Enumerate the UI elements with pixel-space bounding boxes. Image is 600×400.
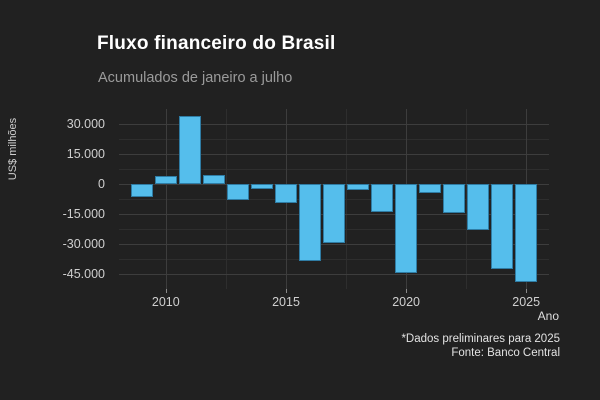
bar-2020 bbox=[395, 184, 417, 273]
x-tick-label: 2020 bbox=[392, 295, 420, 309]
bar-2025 bbox=[515, 184, 537, 282]
bar-2011 bbox=[179, 116, 201, 184]
bar-2013 bbox=[227, 184, 249, 201]
y-tick-label: -45.000 bbox=[62, 267, 105, 281]
chart-caption: *Dados preliminares para 2025 Fonte: Ban… bbox=[401, 333, 560, 360]
bar-2021 bbox=[419, 184, 441, 193]
bar-2018 bbox=[347, 184, 369, 191]
bar-2010 bbox=[155, 175, 177, 184]
gridline-x-minor bbox=[225, 109, 227, 289]
y-tick-label: -15.000 bbox=[62, 207, 105, 221]
y-axis-title: US$ milhões bbox=[7, 117, 19, 181]
gridline-x-major bbox=[165, 109, 167, 289]
y-tick-label: 0 bbox=[98, 177, 105, 191]
bar-2022 bbox=[443, 184, 465, 213]
gridline-y-major bbox=[119, 154, 549, 155]
x-tick-label: 2025 bbox=[512, 295, 541, 309]
x-axis-title: Ano bbox=[537, 309, 559, 323]
x-tick-mark bbox=[526, 289, 528, 293]
caption-line-preliminary: *Dados preliminares para 2025 bbox=[401, 333, 560, 345]
caption-line-source: Fonte: Banco Central bbox=[451, 346, 560, 359]
y-tick-label: 30.000 bbox=[66, 117, 105, 131]
bar-2017 bbox=[323, 184, 345, 243]
bar-2015 bbox=[275, 184, 297, 203]
y-tick-label: 15.000 bbox=[66, 147, 105, 161]
bar-2024 bbox=[491, 184, 513, 270]
x-tick-label: 2015 bbox=[272, 295, 300, 309]
gridline-y-minor bbox=[119, 169, 549, 170]
gridline-y-major bbox=[119, 124, 549, 125]
bar-2014 bbox=[251, 184, 273, 189]
gridline-x-minor bbox=[466, 109, 468, 289]
x-tick-mark bbox=[286, 289, 287, 293]
bar-2019 bbox=[371, 184, 393, 212]
y-tick-label: -30.000 bbox=[62, 237, 105, 251]
chart-subtitle: Acumulados de janeiro a julho bbox=[98, 70, 293, 86]
bar-2023 bbox=[467, 184, 489, 231]
chart-title: Fluxo financeiro do Brasil bbox=[97, 33, 336, 54]
x-tick-mark bbox=[165, 289, 167, 293]
gridline-x-minor bbox=[346, 109, 347, 289]
bar-2016 bbox=[299, 184, 321, 262]
gridline-y-major bbox=[119, 274, 549, 275]
x-tick-mark bbox=[406, 289, 408, 293]
bar-2009 bbox=[131, 184, 153, 197]
gridline-y-minor bbox=[119, 259, 549, 260]
gridline-y-minor bbox=[119, 139, 549, 140]
x-tick-label: 2010 bbox=[151, 295, 180, 309]
bar-2012 bbox=[203, 174, 225, 184]
gridline-y-major bbox=[119, 244, 549, 245]
